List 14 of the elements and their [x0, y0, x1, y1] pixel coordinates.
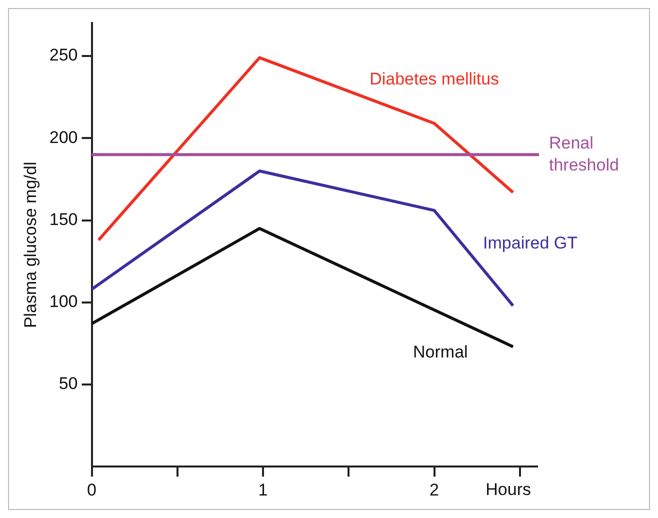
y-tick-label: 150	[49, 210, 78, 229]
x-tick-label: 2	[430, 480, 439, 500]
x-axis-title: Hours	[486, 480, 531, 499]
x-tick-label: 0	[87, 480, 96, 500]
series-label: Normal	[413, 342, 468, 362]
y-tick-label: 100	[49, 292, 78, 312]
y-tick-label: 50	[58, 374, 78, 394]
series-label: Diabetes mellitus	[370, 69, 500, 88]
y-tick-label: 250	[49, 46, 78, 65]
y-axis-title: Plasma glucose mg/dl	[20, 162, 40, 328]
x-tick-label: 1	[258, 480, 268, 500]
series-label: Impaired GT	[483, 233, 578, 252]
ref-line-label: Renal threshold	[549, 133, 619, 174]
y-tick-label: 200	[49, 128, 78, 147]
